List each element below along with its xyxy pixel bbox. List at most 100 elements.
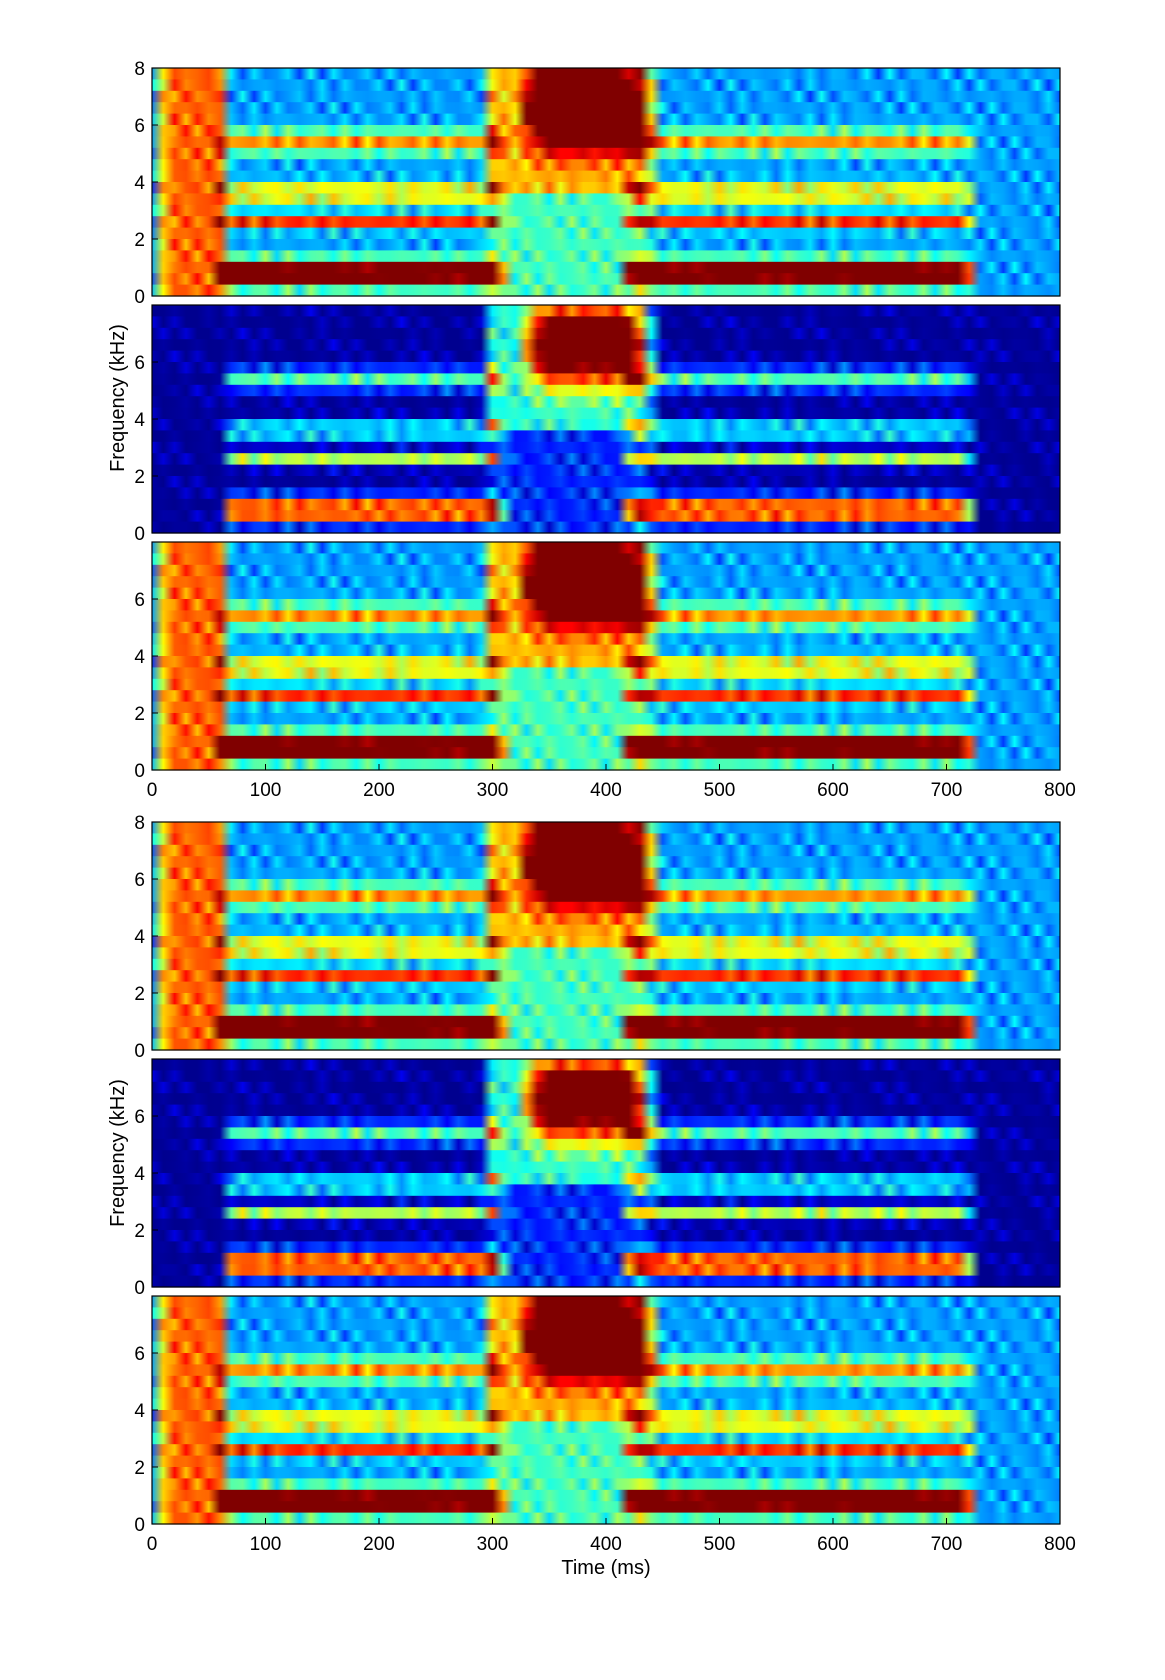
spectrogram-band — [152, 373, 1060, 386]
y-tick-label: 0 — [134, 524, 145, 545]
y-tick-label: 0 — [134, 1041, 145, 1062]
spectrogram-band — [152, 1059, 1060, 1071]
spectrogram-band — [152, 701, 1060, 714]
spectrogram-band — [152, 901, 1060, 914]
y-tick-label: 0 — [134, 1278, 145, 1299]
x-tick-label: 0 — [147, 1534, 158, 1555]
spectrogram-band — [152, 1398, 1060, 1411]
spectrogram-band — [152, 724, 1060, 737]
spectrogram-band — [152, 1150, 1060, 1163]
spectrogram-band — [152, 327, 1060, 340]
x-tick-label: 500 — [704, 1534, 736, 1555]
group1-y-axis-label: Frequency (kHz) — [107, 324, 129, 472]
spectrogram-band — [152, 1241, 1060, 1254]
spectrogram-band — [152, 182, 1060, 194]
x-tick-label: 400 — [590, 780, 622, 801]
y-tick-label: 2 — [134, 467, 145, 488]
y-tick-label: 0 — [134, 1515, 145, 1536]
spectrogram-panel-g2p1: 0 2 4 6 8 — [134, 813, 1061, 1062]
spectrogram-band — [152, 159, 1060, 172]
y-tick-label: 4 — [134, 410, 145, 431]
spectrogram-band — [152, 867, 1060, 880]
spectrogram-band — [152, 273, 1060, 286]
y-tick-label: 4 — [134, 173, 145, 194]
spectrogram-band — [152, 68, 1060, 80]
spectrogram-band — [152, 1455, 1060, 1468]
spectrogram-band — [152, 316, 1060, 329]
spectrogram-band — [152, 1353, 1060, 1365]
spectrogram-band — [152, 250, 1060, 263]
x-tick-label: 800 — [1044, 1534, 1076, 1555]
spectrogram-band — [152, 970, 1060, 983]
y-tick-label: 8 — [134, 59, 145, 80]
spectrogram-band — [152, 1195, 1060, 1208]
spectrogram-band — [152, 136, 1060, 149]
spectrogram-band — [152, 407, 1060, 420]
y-tick-label: 0 — [134, 287, 145, 308]
spectrogram-band — [152, 936, 1060, 948]
spectrogram-band — [152, 350, 1060, 363]
y-tick-label: 6 — [134, 116, 145, 137]
spectrogram-band — [152, 1070, 1060, 1083]
x-tick-label: 0 — [147, 780, 158, 801]
spectrogram-band — [152, 981, 1060, 994]
spectrogram-band — [152, 90, 1060, 103]
y-tick-label: 4 — [134, 1164, 145, 1185]
y-tick-label: 4 — [134, 1401, 145, 1422]
spectrogram-band — [152, 1467, 1060, 1479]
spectrogram-band — [152, 542, 1060, 554]
spectrogram-band — [152, 1038, 1060, 1051]
spectrogram-band — [152, 1207, 1060, 1220]
spectrogram-band — [152, 284, 1060, 297]
x-tick-label: 500 — [704, 780, 736, 801]
spectrogram-band — [152, 1387, 1060, 1400]
x-tick-label: 800 — [1044, 780, 1076, 801]
spectrogram-band — [152, 713, 1060, 725]
spectrogram-band — [152, 1230, 1060, 1242]
spectrogram-band — [152, 822, 1060, 834]
spectrogram-band — [152, 170, 1060, 183]
spectrogram-band — [152, 947, 1060, 960]
spectrogram-band — [152, 747, 1060, 760]
spectrogram-band — [152, 1432, 1060, 1445]
spectrogram-band — [152, 667, 1060, 680]
spectrogram-band — [152, 644, 1060, 657]
spectrogram-band — [152, 339, 1060, 352]
x-tick-label: 200 — [363, 1534, 395, 1555]
spectrogram-band — [152, 1264, 1060, 1277]
spectrogram-band — [152, 362, 1060, 374]
spectrogram-band — [152, 1318, 1060, 1331]
spectrogram-band — [152, 1478, 1060, 1491]
spectrogram-band — [152, 476, 1060, 488]
spectrogram-band — [152, 1218, 1060, 1231]
y-tick-label: 0 — [134, 761, 145, 782]
spectrogram-band — [152, 879, 1060, 891]
spectrogram-band — [152, 610, 1060, 623]
spectrogram-panel-g1p2: 0 2 4 6 — [134, 304, 1061, 545]
spectrogram-band — [152, 227, 1060, 240]
spectrogram-band — [152, 587, 1060, 600]
spectrogram-band — [152, 305, 1060, 317]
spectrogram-band — [152, 656, 1060, 668]
spectrogram-band — [152, 1489, 1060, 1502]
spectrogram-band — [152, 1116, 1060, 1128]
spectrogram-band — [152, 521, 1060, 534]
y-tick-label: 6 — [134, 1107, 145, 1128]
spectrogram-band — [152, 599, 1060, 611]
x-tick-label: 300 — [477, 1534, 509, 1555]
x-tick-label: 600 — [817, 780, 849, 801]
spectrogram-band — [152, 464, 1060, 477]
x-tick-label: 300 — [477, 780, 509, 801]
y-tick-label: 6 — [134, 353, 145, 374]
spectrogram-band — [152, 1161, 1060, 1174]
spectrogram-band — [152, 1275, 1060, 1288]
spectrogram-band — [152, 1015, 1060, 1028]
spectrogram-band — [152, 564, 1060, 577]
spectrogram-band — [152, 1375, 1060, 1388]
spectrogram-band — [152, 633, 1060, 646]
y-tick-label: 2 — [134, 1458, 145, 1479]
spectrogram-band — [152, 1127, 1060, 1140]
spectrogram-band — [152, 102, 1060, 115]
y-tick-label: 8 — [134, 813, 145, 834]
